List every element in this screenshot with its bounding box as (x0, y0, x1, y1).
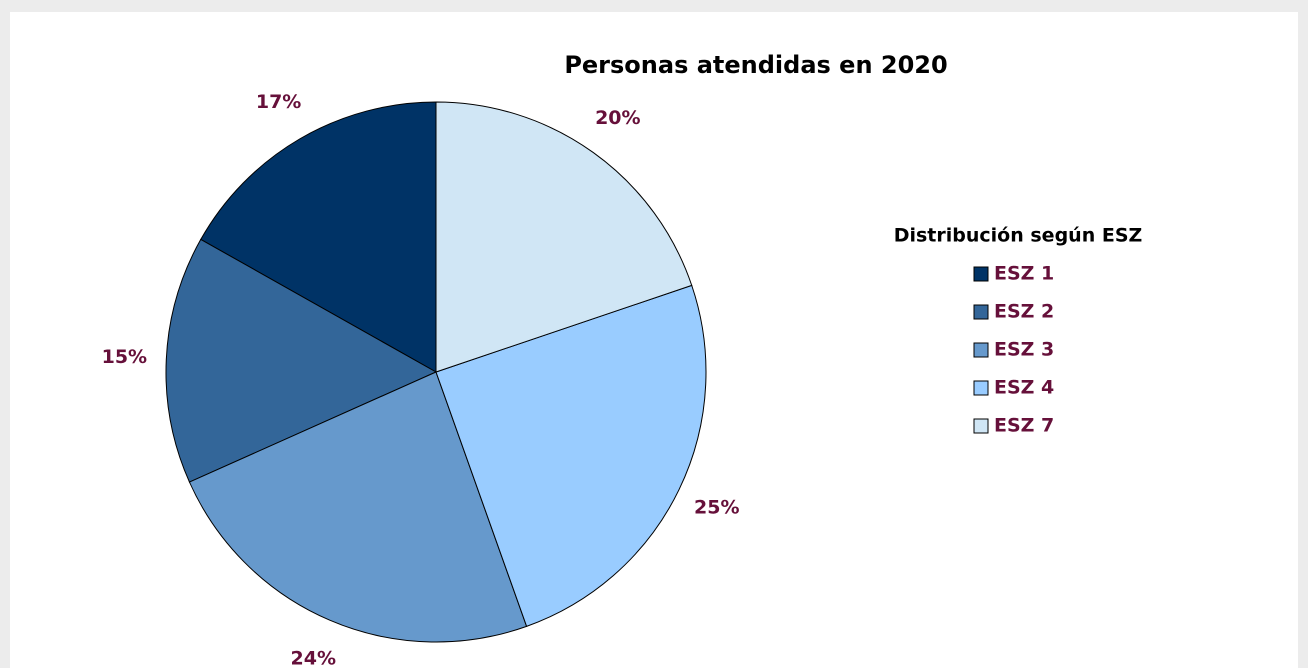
legend-swatch (973, 380, 989, 396)
data-label: 24% (291, 647, 336, 668)
pie-slice (165, 238, 438, 483)
data-label: 25% (694, 496, 739, 518)
legend-title: Distribución según ESZ (894, 225, 1143, 247)
data-label: 20% (595, 107, 640, 129)
legend-swatch (973, 418, 989, 434)
data-label: 15% (102, 346, 147, 368)
legend-swatch (973, 266, 989, 282)
pie-slice (200, 101, 437, 373)
legend-swatch (973, 342, 989, 358)
legend-label: ESZ 2 (994, 301, 1054, 323)
legend-label: ESZ 3 (994, 339, 1054, 361)
legend-label: ESZ 1 (994, 263, 1054, 285)
data-label: 17% (256, 91, 301, 113)
legend-label: ESZ 4 (994, 377, 1054, 399)
pie-slice (435, 101, 693, 373)
legend-label: ESZ 7 (994, 415, 1054, 437)
legend-swatch (973, 304, 989, 320)
chart-title: Personas atendidas en 2020 (564, 51, 947, 79)
pie-slice (188, 371, 528, 643)
pie-slice (435, 284, 707, 627)
